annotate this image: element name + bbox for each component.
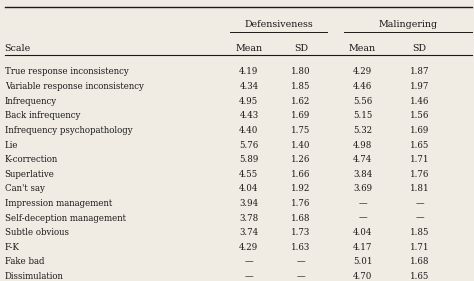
Text: 3.94: 3.94 [239, 199, 258, 208]
Text: 1.87: 1.87 [410, 67, 429, 76]
Text: 5.89: 5.89 [239, 155, 258, 164]
Text: 1.69: 1.69 [292, 111, 310, 120]
Text: 4.98: 4.98 [353, 140, 372, 149]
Text: 4.55: 4.55 [239, 170, 258, 179]
Text: Infrequency: Infrequency [5, 97, 57, 106]
Text: Infrequency psychopathology: Infrequency psychopathology [5, 126, 132, 135]
Text: Variable response inconsistency: Variable response inconsistency [5, 82, 144, 91]
Text: 1.75: 1.75 [292, 126, 310, 135]
Text: 4.29: 4.29 [239, 243, 258, 252]
Text: —: — [415, 199, 424, 208]
Text: 1.69: 1.69 [410, 126, 429, 135]
Text: —: — [245, 272, 253, 281]
Text: 1.68: 1.68 [291, 214, 311, 223]
Text: —: — [297, 257, 305, 266]
Text: Subtle obvious: Subtle obvious [5, 228, 69, 237]
Text: Lie: Lie [5, 140, 18, 149]
Text: 1.66: 1.66 [292, 170, 310, 179]
Text: 4.19: 4.19 [239, 67, 258, 76]
Text: 1.92: 1.92 [292, 184, 310, 193]
Text: 4.34: 4.34 [239, 82, 258, 91]
Text: 1.85: 1.85 [410, 228, 429, 237]
Text: 5.32: 5.32 [353, 126, 372, 135]
Text: 1.71: 1.71 [410, 243, 429, 252]
Text: F-K: F-K [5, 243, 20, 252]
Text: 4.74: 4.74 [353, 155, 372, 164]
Text: 1.71: 1.71 [410, 155, 429, 164]
Text: 1.73: 1.73 [292, 228, 310, 237]
Text: 1.26: 1.26 [292, 155, 310, 164]
Text: 1.63: 1.63 [292, 243, 310, 252]
Text: Impression management: Impression management [5, 199, 112, 208]
Text: 5.56: 5.56 [353, 97, 372, 106]
Text: 1.65: 1.65 [410, 272, 429, 281]
Text: 4.04: 4.04 [353, 228, 372, 237]
Text: 5.15: 5.15 [353, 111, 372, 120]
Text: Malingering: Malingering [378, 20, 437, 29]
Text: —: — [358, 214, 367, 223]
Text: Scale: Scale [5, 44, 31, 53]
Text: 1.81: 1.81 [410, 184, 429, 193]
Text: True response inconsistency: True response inconsistency [5, 67, 128, 76]
Text: SD: SD [412, 44, 427, 53]
Text: Defensiveness: Defensiveness [244, 20, 313, 29]
Text: 4.95: 4.95 [239, 97, 258, 106]
Text: 3.84: 3.84 [353, 170, 372, 179]
Text: Dissimulation: Dissimulation [5, 272, 64, 281]
Text: Back infrequency: Back infrequency [5, 111, 80, 120]
Text: 3.74: 3.74 [239, 228, 258, 237]
Text: 4.40: 4.40 [239, 126, 258, 135]
Text: 1.76: 1.76 [292, 199, 310, 208]
Text: Mean: Mean [349, 44, 376, 53]
Text: 1.65: 1.65 [410, 140, 429, 149]
Text: 1.97: 1.97 [410, 82, 429, 91]
Text: 4.70: 4.70 [353, 272, 372, 281]
Text: 1.62: 1.62 [292, 97, 310, 106]
Text: SD: SD [294, 44, 308, 53]
Text: 4.46: 4.46 [353, 82, 372, 91]
Text: —: — [245, 257, 253, 266]
Text: K-correction: K-correction [5, 155, 58, 164]
Text: 1.80: 1.80 [291, 67, 311, 76]
Text: 5.01: 5.01 [353, 257, 373, 266]
Text: 4.29: 4.29 [353, 67, 372, 76]
Text: 1.68: 1.68 [410, 257, 429, 266]
Text: —: — [415, 214, 424, 223]
Text: 3.69: 3.69 [353, 184, 372, 193]
Text: 4.04: 4.04 [239, 184, 258, 193]
Text: 4.43: 4.43 [239, 111, 258, 120]
Text: Mean: Mean [235, 44, 263, 53]
Text: —: — [297, 272, 305, 281]
Text: Can't say: Can't say [5, 184, 45, 193]
Text: 1.56: 1.56 [410, 111, 429, 120]
Text: 1.85: 1.85 [291, 82, 311, 91]
Text: Fake bad: Fake bad [5, 257, 44, 266]
Text: 4.17: 4.17 [353, 243, 372, 252]
Text: —: — [358, 199, 367, 208]
Text: 1.40: 1.40 [291, 140, 311, 149]
Text: Superlative: Superlative [5, 170, 55, 179]
Text: 3.78: 3.78 [239, 214, 258, 223]
Text: Self-deception management: Self-deception management [5, 214, 126, 223]
Text: 5.76: 5.76 [239, 140, 258, 149]
Text: 1.76: 1.76 [410, 170, 429, 179]
Text: 1.46: 1.46 [410, 97, 429, 106]
